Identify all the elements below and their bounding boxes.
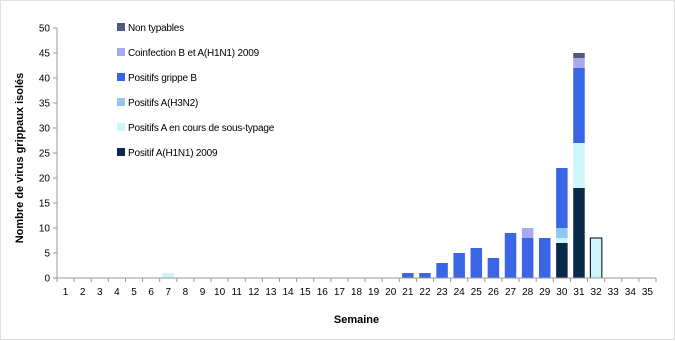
bar-segment-coinfection-b-et-a-h1n1-2009 — [521, 228, 534, 238]
x-tick-label: 20 — [385, 287, 397, 298]
bar-segment-positifs-a-en-cours-de-sous-typage — [589, 237, 603, 279]
bars — [162, 53, 603, 279]
x-axis-title: Semaine — [334, 314, 379, 326]
legend-swatch — [117, 48, 125, 56]
y-tick-label: 50 — [39, 24, 51, 35]
x-ticks: 1 2 3 4 5 6 7 8 9 10 11 12 13 14 15 16 17 18 19 20 21 22 23 24 2… — [56, 278, 657, 298]
x-tick-label: 25 — [471, 287, 483, 298]
x-tick-label: 19 — [368, 287, 380, 298]
legend-label: Coinfection B et A(H1N1) 2009 — [128, 48, 260, 59]
bar-segment-positifs-grippe-b — [487, 258, 500, 278]
x-tick-label: 4 — [114, 287, 120, 298]
y-tick-label: 35 — [39, 99, 51, 110]
x-tick-label: 18 — [351, 287, 363, 298]
x-tick-label: 34 — [625, 287, 637, 298]
x-tick-label: 35 — [642, 287, 654, 298]
y-tick-label: 45 — [39, 49, 51, 60]
x-tick-label: 5 — [131, 287, 137, 298]
x-tick-label: 12 — [248, 287, 260, 298]
legend-swatch — [117, 23, 125, 31]
y-tick-label: 30 — [39, 124, 51, 135]
y-ticks: 0 5 10 15 20 25 30 35 40 45 50 — [39, 24, 57, 285]
bar-segment-positifs-grippe-b — [556, 168, 568, 228]
x-tick-label: 33 — [608, 287, 620, 298]
x-tick-label: 7 — [165, 287, 171, 298]
x-tick-label: 8 — [183, 287, 189, 298]
x-tick-label: 1 — [63, 287, 69, 298]
bar-segment-positifs-a-en-cours-de-sous-typage — [162, 273, 174, 278]
x-tick-label: 2 — [80, 287, 86, 298]
bar-segment-positifs-grippe-b — [419, 273, 431, 278]
x-tick-label: 31 — [573, 287, 585, 298]
bar-segment-positifs-grippe-b — [504, 233, 517, 278]
legend-label: Positif A(H1N1) 2009 — [128, 148, 218, 159]
x-tick-label: 13 — [265, 287, 277, 298]
x-tick-label: 23 — [437, 287, 449, 298]
x-tick-label: 24 — [454, 287, 466, 298]
bar-segment-non-typables — [573, 53, 585, 58]
legend-label: Non typables — [128, 23, 184, 34]
y-tick-label: 40 — [39, 74, 51, 85]
bar-segment-positifs-grippe-b — [573, 68, 585, 143]
x-tick-label: 27 — [505, 287, 517, 298]
y-tick-label: 15 — [39, 199, 51, 210]
x-tick-label: 3 — [97, 287, 103, 298]
x-tick-label: 26 — [488, 287, 500, 298]
y-tick-label: 10 — [39, 224, 51, 235]
bar-segment-positif-a-h1n1-2009 — [573, 188, 585, 278]
bar-segment-positifs-grippe-b — [521, 238, 534, 278]
x-tick-label: 9 — [200, 287, 206, 298]
legend-swatch — [117, 123, 125, 131]
bar-segment-positifs-grippe-b — [402, 273, 414, 278]
legend-label: Positifs grippe B — [128, 73, 197, 84]
bar-segment-positifs-a-en-cours-de-sous-typage — [556, 238, 568, 243]
bar-segment-positifs-grippe-b — [470, 248, 483, 278]
bar-segment-positifs-a-en-cours-de-sous-typage — [573, 143, 585, 188]
legend-swatch — [117, 73, 125, 81]
legend-swatch — [117, 148, 125, 156]
x-tick-label: 32 — [591, 287, 603, 298]
x-tick-label: 6 — [148, 287, 154, 298]
bar-segment-positifs-grippe-b — [453, 253, 465, 278]
y-tick-label: 0 — [44, 274, 50, 285]
x-tick-label: 29 — [539, 287, 551, 298]
x-tick-label: 11 — [232, 287, 243, 298]
legend: Non typables Coinfection B et A(H1N1) 200… — [117, 23, 275, 159]
x-tick-label: 10 — [214, 287, 226, 298]
y-tick-label: 5 — [44, 249, 50, 260]
x-tick-label: 22 — [419, 287, 431, 298]
y-tick-label: 25 — [39, 149, 51, 160]
legend-label: Positifs A en cours de sous-typage — [128, 123, 275, 134]
x-tick-label: 16 — [317, 287, 329, 298]
y-tick-label: 20 — [39, 174, 51, 185]
x-tick-label: 28 — [522, 287, 534, 298]
x-tick-label: 30 — [556, 287, 568, 298]
legend-label: Positifs A(H3N2) — [128, 98, 198, 109]
x-tick-label: 17 — [334, 287, 346, 298]
bar-segment-positifs-grippe-b — [436, 263, 448, 278]
legend-swatch — [117, 98, 125, 106]
x-tick-label: 14 — [282, 287, 294, 298]
x-tick-label: 15 — [300, 287, 312, 298]
bar-segment-coinfection-b-et-a-h1n1-2009 — [573, 58, 585, 68]
bar-segment-positif-a-h1n1-2009 — [556, 243, 568, 278]
bar-segment-positifs-a-h3n2 — [556, 228, 568, 238]
x-tick-label: 21 — [402, 287, 414, 298]
y-axis-title: Nombre de virus grippaux isolés — [14, 73, 26, 244]
bar-segment-positifs-grippe-b — [539, 238, 551, 278]
